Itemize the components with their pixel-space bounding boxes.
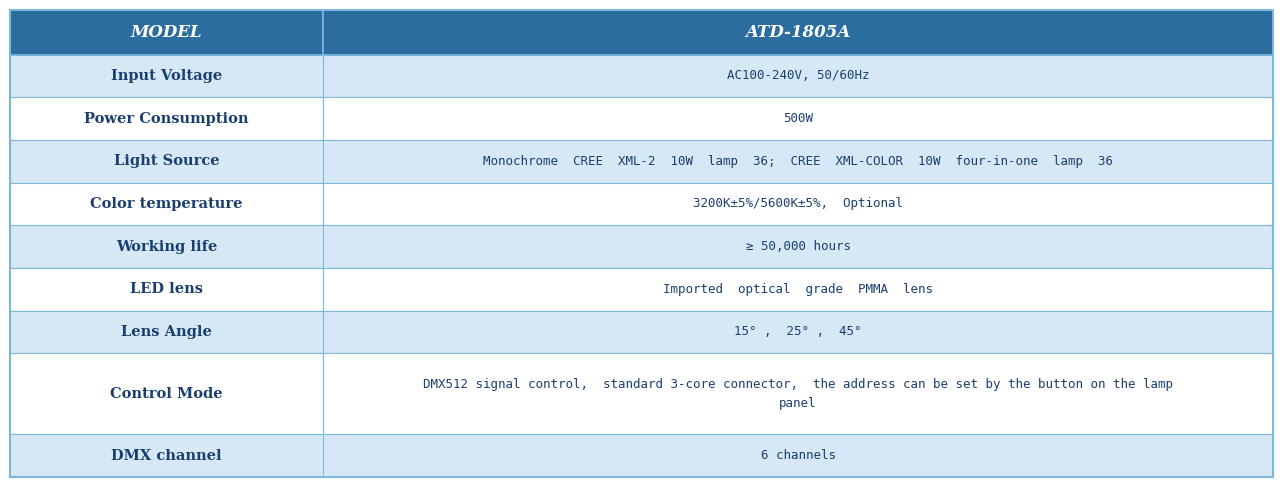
Bar bbox=[323, 311, 1273, 353]
Bar bbox=[10, 434, 323, 477]
Bar bbox=[10, 225, 323, 268]
Bar bbox=[10, 268, 323, 311]
Text: Monochrome  CREE  XML-2  10W  lamp  36;  CREE  XML-COLOR  10W  four-in-one  lamp: Monochrome CREE XML-2 10W lamp 36; CREE … bbox=[484, 155, 1114, 168]
Text: Color temperature: Color temperature bbox=[90, 197, 242, 211]
Bar bbox=[323, 55, 1273, 97]
Text: 15° ,  25° ,  45°: 15° , 25° , 45° bbox=[734, 325, 862, 338]
Bar bbox=[10, 140, 323, 183]
Bar bbox=[10, 183, 323, 225]
Bar bbox=[10, 55, 323, 97]
Text: Power Consumption: Power Consumption bbox=[85, 112, 249, 126]
Bar bbox=[323, 140, 1273, 183]
Text: ATD-1805A: ATD-1805A bbox=[745, 24, 851, 41]
Bar bbox=[323, 10, 1273, 55]
Text: Control Mode: Control Mode bbox=[110, 387, 223, 401]
Text: DMX512 signal control,  standard 3-core connector,  the address can be set by th: DMX512 signal control, standard 3-core c… bbox=[423, 378, 1173, 410]
Text: MODEL: MODEL bbox=[131, 24, 203, 41]
Text: LED lens: LED lens bbox=[130, 282, 203, 296]
Text: DMX channel: DMX channel bbox=[112, 449, 222, 463]
Bar bbox=[323, 353, 1273, 434]
Text: Input Voltage: Input Voltage bbox=[112, 69, 222, 83]
Text: 500W: 500W bbox=[783, 112, 813, 125]
Text: AC100-240V, 50/60Hz: AC100-240V, 50/60Hz bbox=[727, 70, 870, 82]
Text: 6 channels: 6 channels bbox=[761, 449, 835, 462]
Text: Light Source: Light Source bbox=[114, 154, 219, 169]
Text: Lens Angle: Lens Angle bbox=[121, 325, 212, 339]
Bar bbox=[323, 225, 1273, 268]
Bar bbox=[10, 97, 323, 140]
Text: Imported  optical  grade  PMMA  lens: Imported optical grade PMMA lens bbox=[663, 282, 933, 296]
Bar bbox=[323, 268, 1273, 311]
Bar bbox=[323, 97, 1273, 140]
Bar bbox=[323, 434, 1273, 477]
Text: 3200K±5%/5600K±5%,  Optional: 3200K±5%/5600K±5%, Optional bbox=[693, 197, 903, 210]
Text: ≥ 50,000 hours: ≥ 50,000 hours bbox=[745, 240, 851, 253]
Bar bbox=[323, 183, 1273, 225]
Bar bbox=[10, 353, 323, 434]
Bar bbox=[10, 311, 323, 353]
Text: Working life: Working life bbox=[115, 240, 217, 254]
Bar bbox=[10, 10, 323, 55]
